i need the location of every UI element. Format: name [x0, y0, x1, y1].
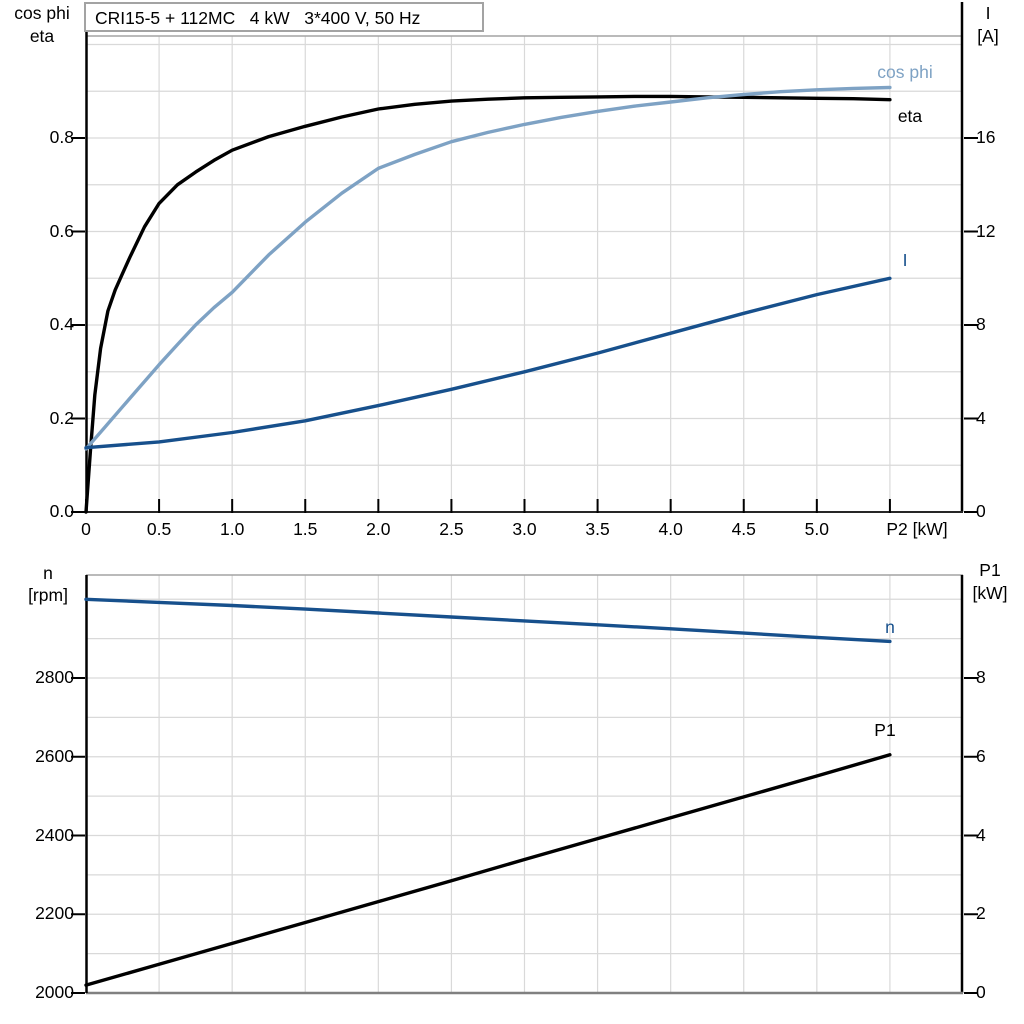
bottom-right-tick-label: 2: [976, 903, 986, 924]
curve-label-cos-phi: cos phi: [877, 62, 933, 82]
bottom-left-tick-label: 2800: [35, 667, 74, 687]
top-left-tick-label: 0.6: [49, 220, 74, 241]
top-left-tick-label: 0.8: [49, 127, 74, 147]
top-left-tick-label: 0.2: [49, 407, 74, 428]
bottom-right-axis-label-p1: P1: [979, 560, 1001, 580]
x-tick-label: 0: [81, 519, 91, 539]
x-tick-label: 3.5: [585, 519, 610, 539]
x-tick-label: 4.0: [658, 519, 683, 539]
x-axis-label-p2: P2 [kW]: [886, 519, 948, 539]
x-tick-label: 3.0: [512, 519, 537, 539]
top-right-tick-label: 8: [976, 314, 986, 334]
top-right-tick-label: 16: [976, 127, 996, 147]
x-tick-label: 1.5: [293, 519, 318, 539]
top-right-tick-label: 4: [976, 407, 986, 428]
bottom-left-tick-label: 2200: [35, 903, 74, 924]
x-tick-label: 4.5: [731, 519, 756, 539]
bottom-right-tick-label: 4: [976, 824, 986, 845]
top-right-tick-label: 0: [976, 501, 986, 521]
bottom-left-tick-label: 2000: [35, 982, 74, 1002]
series-eta: [84, 94, 892, 514]
x-tick-label: 1.0: [219, 519, 245, 539]
curve-label-eta: eta: [897, 106, 923, 126]
bottom-right-axis-unit-kw: [kW]: [972, 583, 1008, 603]
top-left-tick-label: 0.0: [49, 501, 74, 521]
top-left-tick-label: 0.4: [49, 314, 74, 334]
bottom-right-tick-label: 8: [976, 667, 986, 687]
series-P1: [84, 753, 892, 987]
bottom-left-tick-label: 2400: [35, 824, 74, 845]
x-tick-label: 2.0: [366, 519, 391, 539]
top-right-axis-label-current: I: [985, 3, 991, 23]
series-I: [84, 276, 892, 450]
bottom-left-axis-unit-rpm: [rpm]: [28, 585, 68, 605]
x-tick-label: 2.5: [439, 519, 464, 539]
top-right-axis-unit-amps: [A]: [977, 26, 999, 46]
bottom-right-tick-label: 0: [976, 982, 986, 1002]
bottom-left-tick-label: 2600: [35, 745, 74, 766]
chart-title: CRI15-5 + 112MC 4 kW 3*400 V, 50 Hz: [95, 8, 421, 28]
top-left-axis-label-eta: eta: [29, 26, 55, 46]
series-cos-phi: [84, 85, 892, 451]
x-tick-label: 0.5: [146, 519, 172, 539]
bottom-left-axis-label-n: n: [43, 563, 53, 583]
curve-label-p1: P1: [874, 720, 896, 740]
curve-label-current: I: [902, 250, 908, 270]
top-left-axis-label-cosphi: cos phi: [14, 3, 70, 23]
series-n: [84, 597, 892, 644]
curve-label-n: n: [885, 617, 895, 637]
chart-title-box: CRI15-5 + 112MC 4 kW 3*400 V, 50 Hz: [84, 2, 484, 32]
top-right-tick-label: 12: [976, 220, 996, 241]
x-tick-label: 5.0: [804, 519, 829, 539]
bottom-right-tick-label: 6: [976, 745, 986, 766]
